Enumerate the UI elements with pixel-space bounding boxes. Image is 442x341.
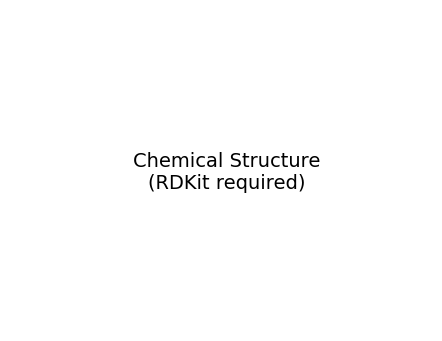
Text: Chemical Structure
(RDKit required): Chemical Structure (RDKit required) xyxy=(133,152,320,193)
